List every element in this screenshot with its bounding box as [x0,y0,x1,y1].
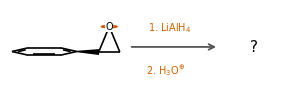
Text: 1. LiAlH$_4$: 1. LiAlH$_4$ [148,21,191,35]
Text: 2. H$_3$O$^{\oplus}$: 2. H$_3$O$^{\oplus}$ [146,63,185,78]
Text: ?: ? [250,40,258,55]
Text: O: O [106,22,113,32]
Polygon shape [77,50,99,54]
